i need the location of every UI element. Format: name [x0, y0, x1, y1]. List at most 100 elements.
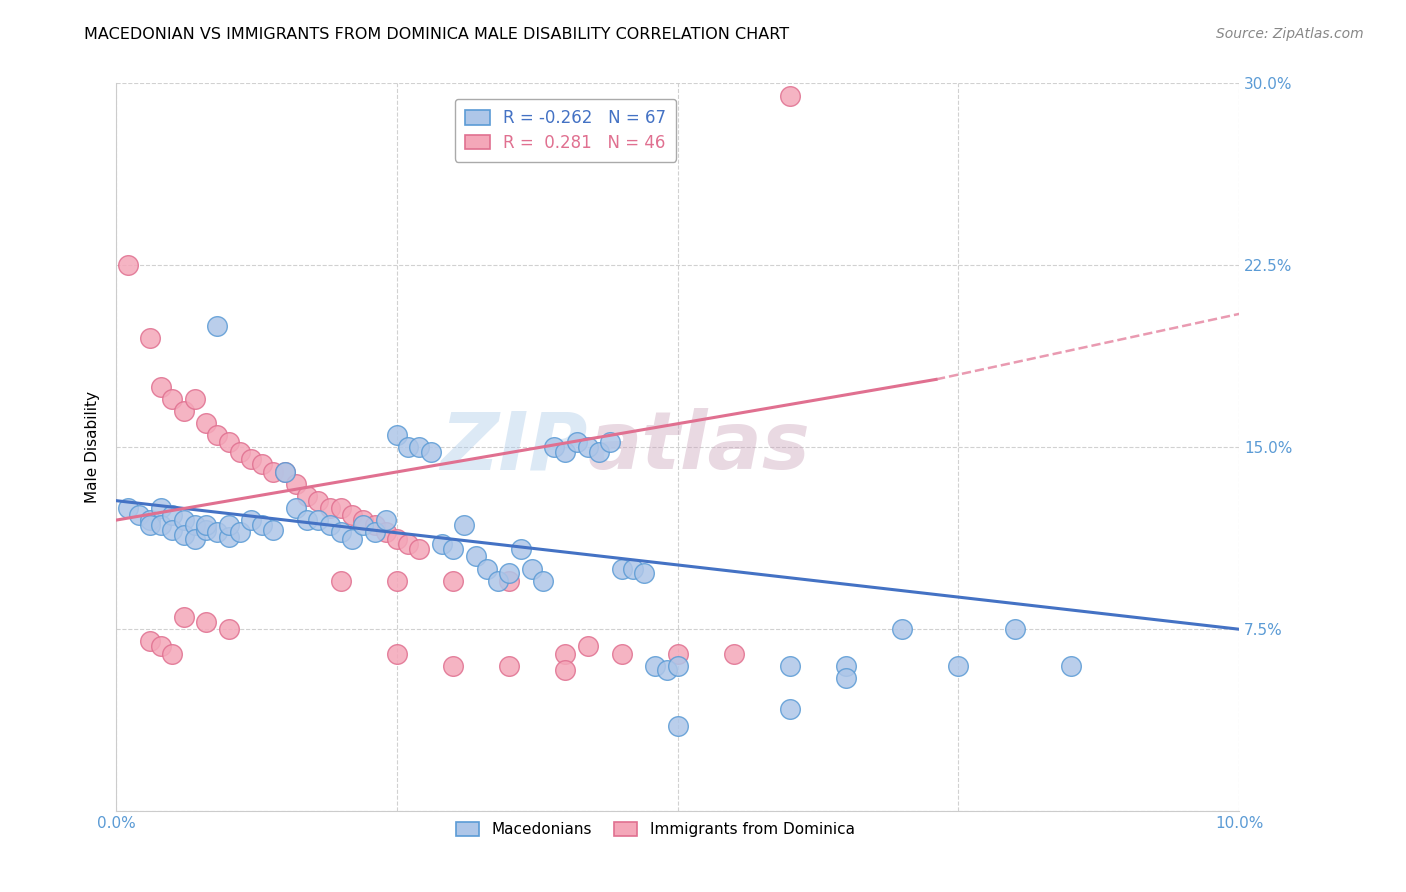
- Point: [307, 513, 329, 527]
- Point: [554, 664, 576, 678]
- Point: [295, 513, 318, 527]
- Point: [374, 525, 396, 540]
- Point: [218, 530, 240, 544]
- Point: [295, 489, 318, 503]
- Point: [173, 610, 195, 624]
- Point: [263, 523, 285, 537]
- Point: [543, 440, 565, 454]
- Point: [139, 331, 162, 345]
- Point: [655, 664, 678, 678]
- Point: [644, 658, 666, 673]
- Point: [252, 517, 274, 532]
- Point: [588, 445, 610, 459]
- Point: [229, 445, 252, 459]
- Point: [498, 566, 520, 581]
- Point: [486, 574, 509, 588]
- Point: [374, 513, 396, 527]
- Point: [195, 615, 218, 629]
- Point: [340, 533, 363, 547]
- Point: [498, 574, 520, 588]
- Point: [576, 639, 599, 653]
- Point: [565, 435, 588, 450]
- Point: [666, 719, 689, 733]
- Point: [207, 428, 229, 442]
- Point: [1060, 658, 1083, 673]
- Point: [207, 525, 229, 540]
- Point: [263, 465, 285, 479]
- Text: ZIP: ZIP: [440, 409, 588, 486]
- Point: [419, 445, 441, 459]
- Point: [441, 542, 464, 557]
- Point: [666, 647, 689, 661]
- Point: [352, 517, 374, 532]
- Point: [723, 647, 745, 661]
- Point: [475, 561, 498, 575]
- Point: [139, 513, 162, 527]
- Point: [117, 500, 139, 515]
- Point: [430, 537, 453, 551]
- Point: [150, 639, 173, 653]
- Point: [195, 416, 218, 430]
- Point: [150, 379, 173, 393]
- Point: [408, 440, 430, 454]
- Point: [229, 525, 252, 540]
- Point: [162, 392, 184, 406]
- Point: [150, 517, 173, 532]
- Point: [284, 476, 307, 491]
- Point: [329, 500, 352, 515]
- Point: [139, 634, 162, 648]
- Point: [385, 574, 408, 588]
- Point: [173, 513, 195, 527]
- Point: [363, 517, 385, 532]
- Point: [363, 525, 385, 540]
- Point: [218, 517, 240, 532]
- Point: [240, 452, 263, 467]
- Point: [610, 561, 633, 575]
- Point: [599, 435, 621, 450]
- Point: [128, 508, 150, 523]
- Point: [195, 517, 218, 532]
- Point: [666, 658, 689, 673]
- Point: [273, 465, 295, 479]
- Point: [207, 318, 229, 333]
- Point: [554, 445, 576, 459]
- Point: [318, 500, 340, 515]
- Point: [385, 533, 408, 547]
- Point: [162, 523, 184, 537]
- Text: Source: ZipAtlas.com: Source: ZipAtlas.com: [1216, 27, 1364, 41]
- Point: [509, 542, 531, 557]
- Point: [173, 404, 195, 418]
- Point: [396, 537, 419, 551]
- Point: [240, 513, 263, 527]
- Point: [218, 622, 240, 636]
- Point: [273, 465, 295, 479]
- Point: [948, 658, 970, 673]
- Point: [184, 517, 207, 532]
- Point: [307, 493, 329, 508]
- Point: [184, 533, 207, 547]
- Point: [464, 549, 486, 564]
- Point: [610, 647, 633, 661]
- Point: [779, 658, 801, 673]
- Point: [835, 658, 858, 673]
- Point: [252, 458, 274, 472]
- Point: [531, 574, 554, 588]
- Point: [621, 561, 644, 575]
- Point: [385, 647, 408, 661]
- Point: [329, 574, 352, 588]
- Point: [340, 508, 363, 523]
- Point: [633, 566, 655, 581]
- Point: [352, 513, 374, 527]
- Point: [385, 428, 408, 442]
- Point: [195, 523, 218, 537]
- Point: [162, 508, 184, 523]
- Point: [576, 440, 599, 454]
- Point: [218, 435, 240, 450]
- Point: [779, 88, 801, 103]
- Point: [441, 574, 464, 588]
- Point: [441, 658, 464, 673]
- Point: [184, 392, 207, 406]
- Point: [1004, 622, 1026, 636]
- Point: [329, 525, 352, 540]
- Point: [173, 527, 195, 541]
